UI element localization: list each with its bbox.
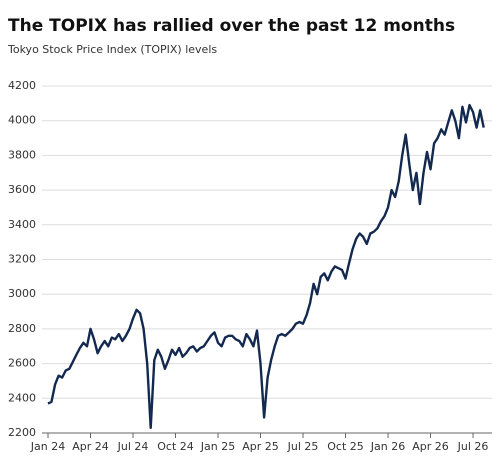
x-tick-label: Jul 25 xyxy=(287,440,319,453)
x-tick-label: Jul 24 xyxy=(117,440,149,453)
x-tick-label: Oct 24 xyxy=(157,440,194,453)
x-tick-label: Jan 25 xyxy=(200,440,235,453)
y-tick-label: 2600 xyxy=(8,357,36,370)
x-tick-label: Jan 24 xyxy=(30,440,65,453)
y-tick-label: 3200 xyxy=(8,253,36,266)
x-tick-label: Apr 25 xyxy=(242,440,279,453)
x-tick-label: Jul 26 xyxy=(457,440,489,453)
y-tick-label: 3600 xyxy=(8,183,36,196)
y-tick-label: 2200 xyxy=(8,426,36,439)
chart-subtitle: Tokyo Stock Price Index (TOPIX) levels xyxy=(7,43,217,56)
y-tick-label: 4200 xyxy=(8,79,36,92)
price-line xyxy=(47,103,485,429)
y-tick-label: 3400 xyxy=(8,218,36,231)
y-tick-label: 3000 xyxy=(8,287,36,300)
x-tick-label: Oct 25 xyxy=(327,440,364,453)
chart-title: The TOPIX has rallied over the past 12 m… xyxy=(8,16,455,36)
y-tick-label: 3800 xyxy=(8,148,36,161)
x-tick-label: Apr 26 xyxy=(412,440,449,453)
y-tick-label: 4000 xyxy=(8,114,36,127)
x-tick-label: Jan 26 xyxy=(370,440,405,453)
y-tick-label: 2400 xyxy=(8,391,36,404)
y-tick-label: 2800 xyxy=(8,322,36,335)
x-tick-label: Apr 24 xyxy=(72,440,109,453)
